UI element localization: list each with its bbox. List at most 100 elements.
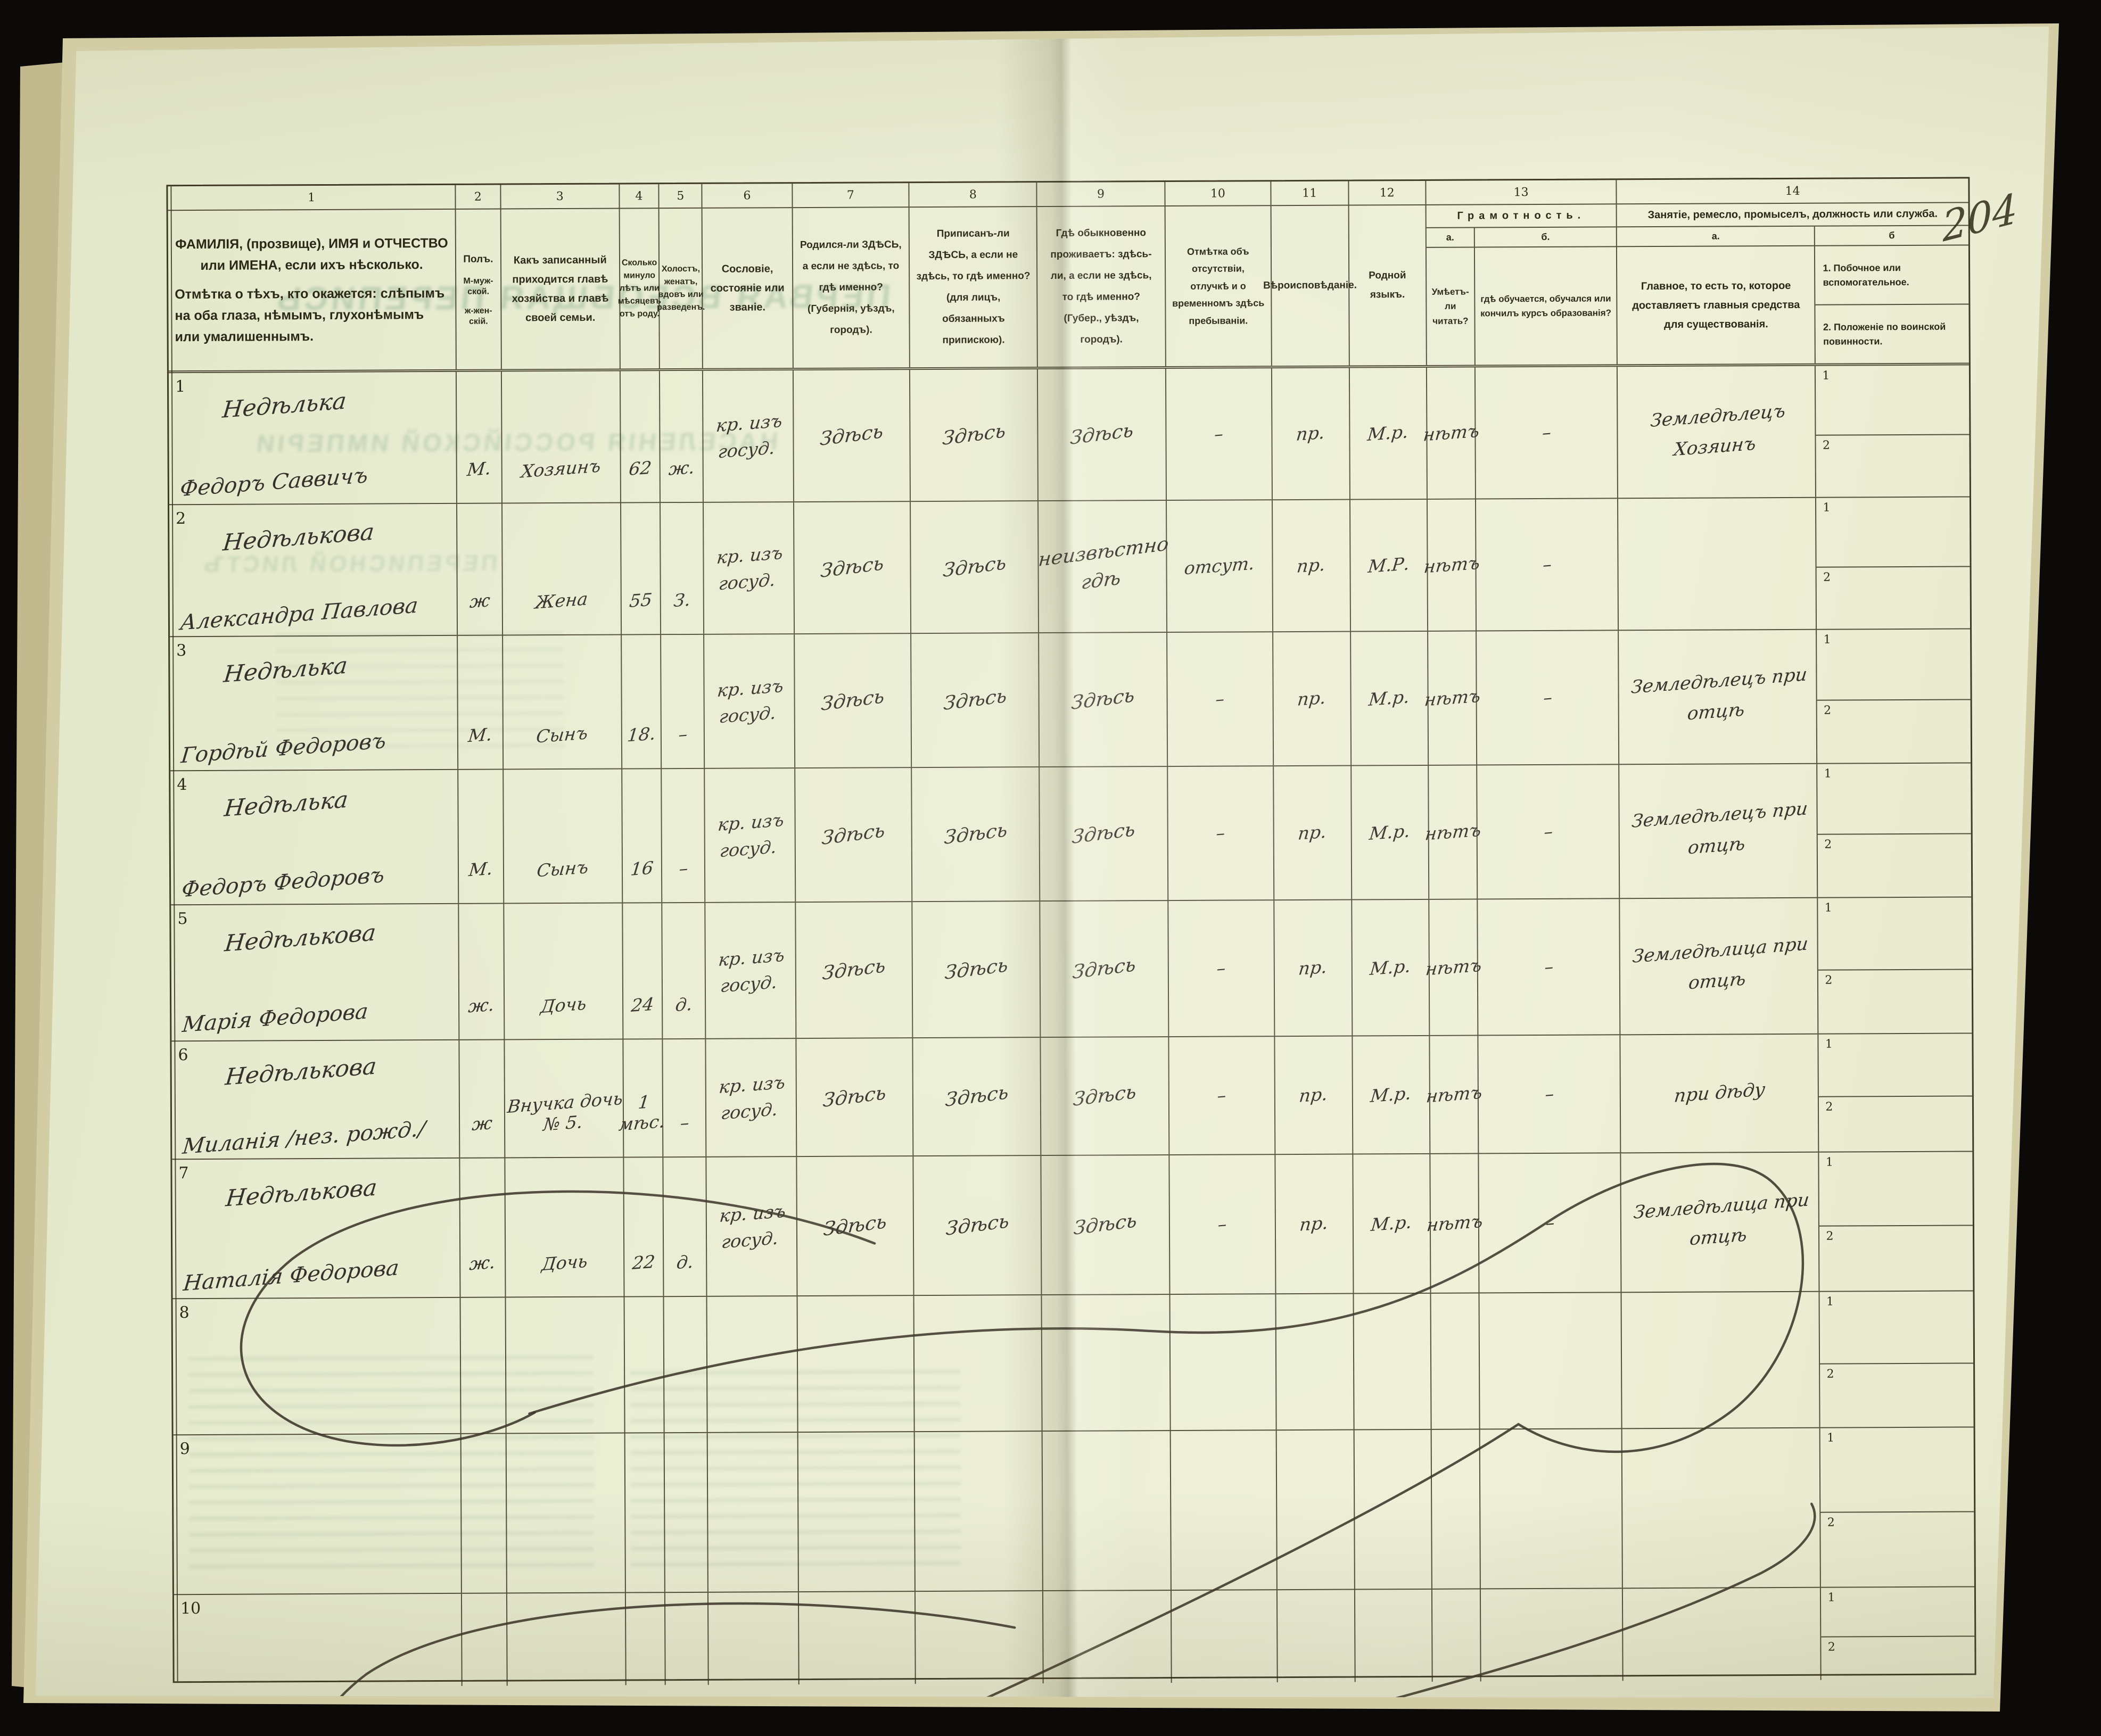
cell-education: – bbox=[1477, 765, 1620, 898]
cell-religion: пр. bbox=[1274, 900, 1353, 1036]
cell-reads: нѣтъ bbox=[1428, 500, 1477, 631]
cell-absence: – bbox=[1169, 1155, 1276, 1294]
cell-education: – bbox=[1479, 1035, 1621, 1153]
row-number: 2 bbox=[176, 509, 186, 528]
surname-entry: Недѣлькова bbox=[224, 919, 378, 957]
column-header-language: Родной языкъ. bbox=[1349, 205, 1427, 366]
cell-occupation: Земледѣлецъ при отцѣ bbox=[1620, 764, 1818, 898]
column-number: 3 bbox=[501, 185, 620, 209]
cell-marital: – bbox=[661, 635, 705, 768]
cell-registration bbox=[916, 1591, 1044, 1684]
cell-absence bbox=[1171, 1590, 1278, 1683]
table-body: 1 Недѣлька Федоръ Саввичъ М. Хозяинъ 6 2 … bbox=[169, 365, 1975, 1687]
military-status-slot: 2 bbox=[1825, 973, 1833, 987]
cell-reads: нѣтъ bbox=[1428, 632, 1477, 765]
cell-education bbox=[1481, 1589, 1624, 1681]
cell-religion: пр. bbox=[1272, 368, 1350, 500]
cell-name: 4 Недѣлька Федоръ Федоровъ bbox=[170, 770, 459, 904]
cell-registration: Здѣсь bbox=[911, 501, 1039, 633]
cell-occupation-side: 1 2 bbox=[1820, 1291, 1974, 1427]
side-occupation-slot: 1 bbox=[1820, 1291, 1973, 1364]
column-number: 7 bbox=[793, 183, 910, 207]
cell-marital: д. bbox=[664, 1158, 707, 1296]
cell-occupation bbox=[1622, 1292, 1820, 1428]
cell-birthplace: Здѣсь bbox=[795, 634, 912, 767]
surname-entry: Недѣлька bbox=[223, 652, 349, 688]
cell-registration: Здѣсь bbox=[910, 369, 1039, 501]
column-header-name: ФАМИЛІЯ, (прозвище), ИМЯ и ОТЧЕСТВО или … bbox=[168, 210, 457, 370]
cell-sex: М. bbox=[458, 635, 504, 768]
cell-religion: пр. bbox=[1274, 766, 1352, 900]
side-occupation-slot: 1 bbox=[1818, 897, 1972, 970]
cell-residence: Здѣсь bbox=[1042, 1155, 1170, 1294]
cell-name: 10 bbox=[174, 1594, 463, 1687]
cell-religion: пр. bbox=[1275, 1155, 1354, 1294]
column-header-age: Сколько минуло лѣтъ или мѣсяцевъ отъ род… bbox=[620, 209, 660, 368]
cell-age: 1 мѣс. bbox=[623, 1039, 663, 1156]
cell-age: 62 bbox=[621, 371, 661, 502]
cell-registration: Здѣсь bbox=[911, 633, 1040, 767]
cell-absence bbox=[1170, 1294, 1277, 1430]
given-name-entry: Федоръ Федоровъ bbox=[180, 862, 386, 902]
cell-absence bbox=[1171, 1431, 1278, 1590]
column-header-relation: Какъ записанный приходится главѣ хозяйст… bbox=[501, 209, 621, 369]
cell-registration: Здѣсь bbox=[912, 767, 1041, 901]
given-name-entry: Марія Федорова bbox=[180, 999, 369, 1038]
table-header-row: ФАМИЛІЯ, (прозвище), ИМЯ и ОТЧЕСТВО или … bbox=[168, 203, 1969, 373]
cell-occupation-side: 1 2 bbox=[1820, 1427, 1974, 1586]
military-status-slot: 2 bbox=[1822, 439, 1831, 452]
occupation-sub-a: а. Главное, то есть то, которое доставля… bbox=[1617, 227, 1816, 365]
cell-occupation: при дѣду bbox=[1621, 1035, 1819, 1153]
surname-entry: Недѣлькова bbox=[224, 1053, 378, 1091]
column-number: 13 bbox=[1426, 180, 1617, 204]
cell-occupation bbox=[1618, 498, 1817, 630]
cell-name: 1 Недѣлька Федоръ Саввичъ bbox=[169, 372, 457, 504]
cell-reads: нѣтъ bbox=[1430, 1036, 1479, 1153]
cell-estate: кр. изъ госуд. bbox=[707, 1157, 797, 1296]
cell-language bbox=[1354, 1430, 1432, 1589]
occupation-sub-b: б 1. Побочное или вспомогательное. 2. По… bbox=[1815, 226, 1969, 363]
row-number: 7 bbox=[178, 1164, 189, 1183]
cell-sex bbox=[462, 1434, 507, 1592]
cell-occupation: Земледѣлица при отцѣ bbox=[1621, 1153, 1820, 1292]
cell-religion: пр. bbox=[1273, 632, 1352, 766]
column-number: 10 bbox=[1165, 181, 1272, 205]
cell-sex bbox=[462, 1593, 507, 1685]
table-row: 7 Недѣлькова Наталія Федорова ж. Дочь 22… bbox=[172, 1152, 1973, 1299]
row-number: 3 bbox=[176, 641, 187, 660]
cell-marital: д. bbox=[663, 903, 706, 1038]
cell-estate bbox=[707, 1296, 798, 1432]
column-number: 14 bbox=[1785, 184, 1800, 198]
cell-language bbox=[1354, 1294, 1432, 1429]
column-header-occupation: Занятіе, ремесло, промыселъ, должность и… bbox=[1617, 203, 1969, 364]
cell-language bbox=[1355, 1590, 1432, 1682]
cell-birthplace: Здѣсь bbox=[794, 502, 911, 633]
cell-sex: ж bbox=[460, 1040, 506, 1157]
cell-language: М.р. bbox=[1352, 900, 1430, 1036]
military-status-slot: 2 bbox=[1824, 704, 1832, 718]
side-occupation-slot: 1 bbox=[1818, 763, 1971, 835]
cell-language: М.р. bbox=[1353, 1036, 1430, 1154]
cell-religion bbox=[1278, 1590, 1355, 1683]
cell-language: М.р. bbox=[1349, 368, 1427, 499]
cell-sex: ж. bbox=[459, 904, 505, 1039]
column-number: 11 bbox=[1271, 181, 1349, 205]
column-number: 6 bbox=[703, 184, 793, 208]
given-name-entry: Гордѣй Федоровъ bbox=[179, 728, 387, 768]
cell-occupation-side: 1 2 bbox=[1819, 1034, 1972, 1151]
side-occupation-slot: 1 bbox=[1819, 1152, 1973, 1226]
column-header-sex: Полъ. М-муж-ской. ж-жен-скій. bbox=[456, 209, 502, 369]
cell-relation: Дочь bbox=[505, 1158, 624, 1297]
cell-residence: Здѣсь bbox=[1041, 901, 1169, 1037]
cell-absence: – bbox=[1167, 632, 1274, 766]
military-status-slot: 2 bbox=[1827, 1640, 1835, 1654]
side-occupation-slot: 1 bbox=[1820, 1427, 1974, 1512]
cell-language: М.р. bbox=[1351, 632, 1429, 765]
cell-name: 6 Недѣлькова Миланія /нез. рожд./ bbox=[171, 1040, 460, 1159]
cell-birthplace bbox=[798, 1432, 916, 1591]
cell-registration: Здѣсь bbox=[913, 1038, 1042, 1155]
table-row: 6 Недѣлькова Миланія /нез. рожд./ ж Внуч… bbox=[171, 1034, 1972, 1160]
cell-occupation-side: 1 2 bbox=[1817, 629, 1971, 763]
literacy-sub-a: а. Умѣетъ-ли читать? bbox=[1427, 228, 1476, 365]
